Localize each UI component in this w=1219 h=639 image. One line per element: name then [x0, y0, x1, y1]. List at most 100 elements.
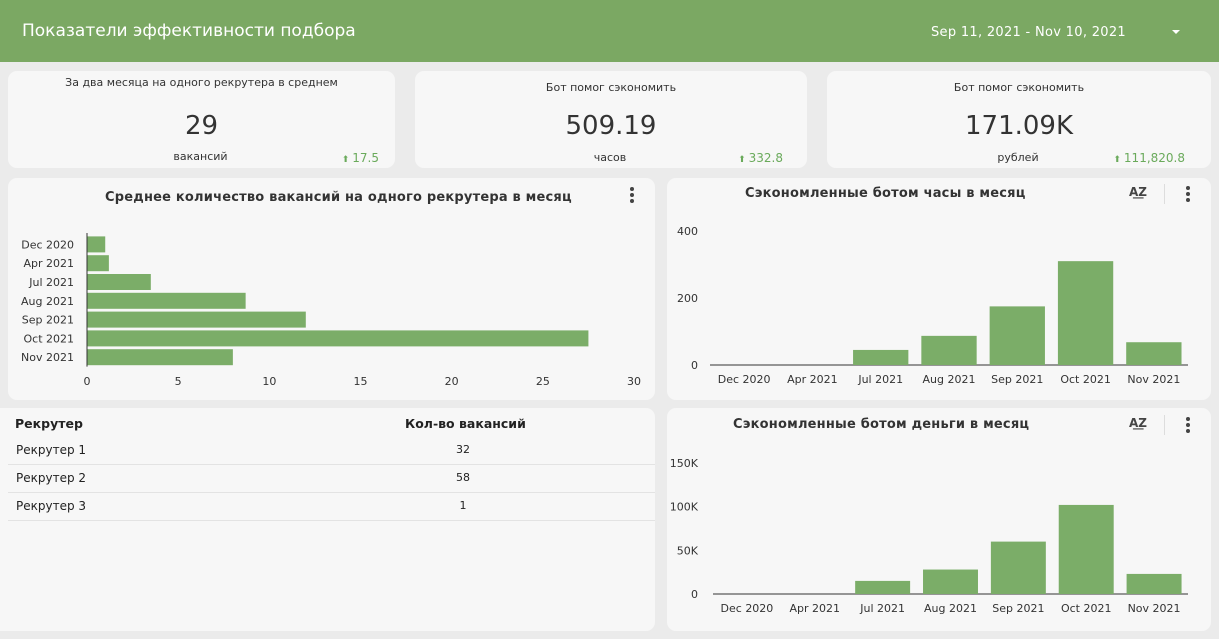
x-tick-label: 25	[536, 375, 550, 388]
x-tick-label: Aug 2021	[924, 602, 977, 615]
vacancy-count: 32	[456, 443, 470, 456]
kpi-value: 509.19	[565, 111, 657, 141]
y-tick-label: 0	[691, 359, 698, 372]
table-row[interactable]: Рекрутер 3 1	[8, 492, 655, 521]
sort-az-icon[interactable]: A͟Z	[1129, 416, 1147, 430]
y-tick-label: Aug 2021	[21, 295, 74, 308]
kpi-unit: рублей	[997, 151, 1039, 164]
x-tick-label: Nov 2021	[1128, 602, 1181, 615]
bar	[921, 335, 977, 365]
kpi-card-money: Бот помог сэкономить 171.09K рублей ⬆ 111…	[827, 71, 1211, 168]
bar	[87, 274, 151, 290]
recruiters-table: Рекрутер Кол-во вакансий Рекрутер 1 32 Р…	[0, 408, 655, 631]
kpi-value: 171.09K	[964, 111, 1074, 141]
more-vert-icon[interactable]	[1185, 417, 1191, 433]
bar	[1126, 573, 1182, 594]
column-header-count[interactable]: Кол-во вакансий	[405, 416, 526, 431]
x-tick-label: 20	[445, 375, 459, 388]
bar	[1126, 342, 1182, 365]
bar	[989, 306, 1045, 365]
y-tick-label: 150K	[670, 457, 699, 470]
vacancies-chart-card: Среднее количество вакансий на одного ре…	[8, 178, 655, 400]
x-tick-label: 15	[354, 375, 368, 388]
bar	[990, 541, 1046, 594]
page-title: Показатели эффективности подбора	[22, 21, 356, 41]
bar	[855, 580, 911, 594]
kpi-delta: ⬆ 332.8	[738, 151, 783, 165]
money-bar-chart: 0 50K 100K 150K Dec 2020 Apr 2021 Jul 2021 Aug …	[670, 457, 1188, 615]
bar	[87, 236, 106, 253]
x-tick-label: Oct 2021	[1060, 373, 1111, 386]
y-tick-label: Nov 2021	[21, 351, 74, 364]
x-tick-label: Aug 2021	[923, 373, 976, 386]
kpi-label: За два месяца на одного рекрутера в сред…	[65, 76, 338, 89]
chart-title: Сэкономленные ботом деньги в месяц	[733, 417, 1030, 432]
x-tick-label: Jul 2021	[859, 602, 905, 615]
x-tick-label: Apr 2021	[787, 373, 838, 386]
x-tick-label: 30	[627, 375, 641, 388]
vacancies-bar-chart: Dec 2020 Apr 2021 Jul 2021 Aug 2021 Sep 2021…	[21, 233, 641, 388]
table-row[interactable]: Рекрутер 2 58	[8, 464, 655, 493]
kpi-card-vacancies: За два месяца на одного рекрутера в сред…	[8, 71, 395, 168]
y-tick-label: 400	[677, 225, 698, 238]
chart-title: Среднее количество вакансий на одного ре…	[105, 190, 572, 205]
x-tick-label: Jul 2021	[857, 373, 903, 386]
bar	[87, 292, 246, 309]
x-tick-label: Nov 2021	[1127, 373, 1180, 386]
hours-bar-chart: 0 200 400 Dec 2020 Apr 2021 Jul 2021 Aug 2021 S…	[677, 225, 1188, 386]
arrow-up-icon: ⬆	[1113, 155, 1121, 165]
kpi-delta: ⬆ 111,820.8	[1113, 151, 1185, 165]
more-vert-icon[interactable]	[1185, 186, 1191, 202]
x-tick-label: 10	[262, 375, 276, 388]
kpi-unit: часов	[593, 151, 627, 164]
date-range-picker[interactable]: Sep 11, 2021 - Nov 10, 2021	[931, 25, 1126, 40]
chart-title: Сэкономленные ботом часы в месяц	[745, 186, 1026, 201]
y-tick-label: Apr 2021	[23, 257, 74, 270]
y-tick-label: Sep 2021	[22, 314, 74, 327]
hours-chart-card: Сэкономленные ботом часы в месяц A͟Z 0 20…	[667, 178, 1211, 400]
kpi-value: 29	[184, 111, 219, 141]
x-tick-label: Dec 2020	[718, 373, 771, 386]
dashboard-header: Показатели эффективности подбора Sep 11,…	[0, 0, 1219, 62]
recruiter-name: Рекрутер 1	[16, 443, 87, 457]
kpi-card-hours: Бот помог сэкономить 509.19 часов ⬆ 332.8	[415, 71, 807, 168]
bar	[853, 349, 909, 365]
sort-az-icon[interactable]: A͟Z	[1129, 185, 1147, 199]
x-tick-label: Apr 2021	[790, 602, 841, 615]
bar	[1057, 261, 1114, 365]
y-tick-label: Dec 2020	[21, 238, 74, 251]
arrow-up-icon: ⬆	[738, 155, 746, 165]
x-tick-label: Sep 2021	[991, 373, 1043, 386]
money-chart-card: Сэкономленные ботом деньги в месяц A͟Z 0…	[667, 408, 1211, 631]
bar	[87, 311, 306, 328]
x-tick-label: Sep 2021	[992, 602, 1044, 615]
kpi-label: Бот помог сэкономить	[953, 81, 1085, 94]
recruiter-name: Рекрутер 2	[16, 471, 87, 485]
bar	[87, 330, 589, 347]
toolbar-divider	[1164, 184, 1165, 204]
toolbar-divider	[1164, 415, 1165, 435]
y-tick-label: 50K	[677, 544, 699, 557]
bar	[1058, 504, 1114, 594]
bar	[87, 255, 109, 272]
arrow-up-icon: ⬆	[341, 155, 350, 165]
kpi-unit: вакансий	[173, 150, 228, 163]
table-row[interactable]: Рекрутер 1 32	[8, 436, 655, 465]
x-tick-label: 0	[84, 375, 91, 388]
kpi-label: Бот помог сэкономить	[545, 81, 677, 94]
y-tick-label: 100K	[670, 501, 699, 514]
bar	[923, 569, 978, 594]
vacancy-count: 1	[459, 499, 467, 512]
x-tick-label: Oct 2021	[1061, 602, 1112, 615]
kpi-delta: ⬆ 17.5	[341, 151, 379, 165]
y-tick-label: 200	[677, 292, 698, 305]
column-header-recruiter[interactable]: Рекрутер	[15, 416, 83, 431]
y-tick-label: Oct 2021	[23, 332, 74, 345]
recruiter-name: Рекрутер 3	[16, 499, 87, 513]
x-tick-label: Dec 2020	[721, 602, 774, 615]
more-vert-icon[interactable]	[629, 187, 635, 203]
x-tick-label: 5	[175, 375, 182, 388]
chevron-down-icon[interactable]	[1172, 30, 1180, 34]
y-tick-label: Jul 2021	[28, 276, 74, 289]
y-tick-label: 0	[691, 588, 698, 601]
